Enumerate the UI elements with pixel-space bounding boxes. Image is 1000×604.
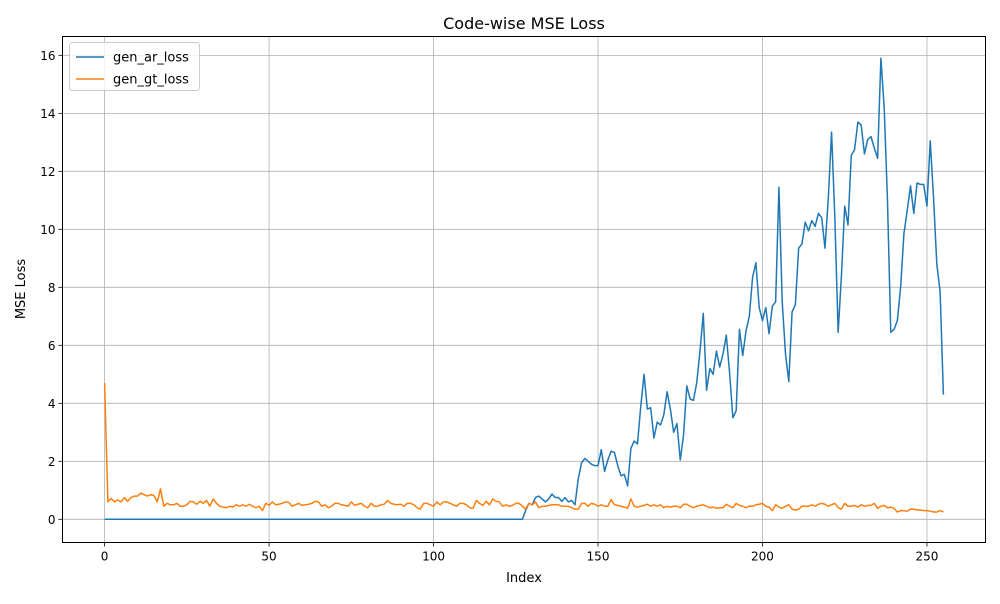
axes-frame [62,36,986,543]
x-tick-label: 250 [915,550,938,564]
y-tick-label: 6 [48,339,56,353]
x-tick-label: 100 [422,550,445,564]
y-tick-label: 8 [48,281,56,295]
series-line-gen-ar-loss [104,57,945,521]
y-axis: 0 2 4 6 8 10 12 14 16 [40,49,63,527]
y-tick-label: 0 [48,513,56,527]
x-axis: 0 50 100 150 200 250 [101,542,938,564]
x-tick-label: 50 [261,550,276,564]
series-layer [103,57,945,521]
y-tick-label: 16 [40,49,55,63]
chart-title: Code-wise MSE Loss [443,14,605,33]
series-line-gen-gt-loss [103,382,944,513]
y-axis-label: MSE Loss [14,259,29,320]
y-tick-label: 2 [48,455,56,469]
legend: gen_ar_loss gen_gt_loss [69,42,200,91]
legend-label: gen_gt_loss [113,73,189,88]
x-tick-label: 200 [751,550,774,564]
y-tick-label: 12 [40,165,55,179]
grid [62,36,986,543]
legend-label: gen_ar_loss [113,51,189,66]
x-tick-label: 150 [587,550,610,564]
y-tick-label: 14 [40,107,55,121]
x-axis-label: Index [506,571,542,586]
y-tick-label: 10 [40,223,55,237]
y-tick-label: 4 [48,397,56,411]
x-tick-label: 0 [101,550,109,564]
